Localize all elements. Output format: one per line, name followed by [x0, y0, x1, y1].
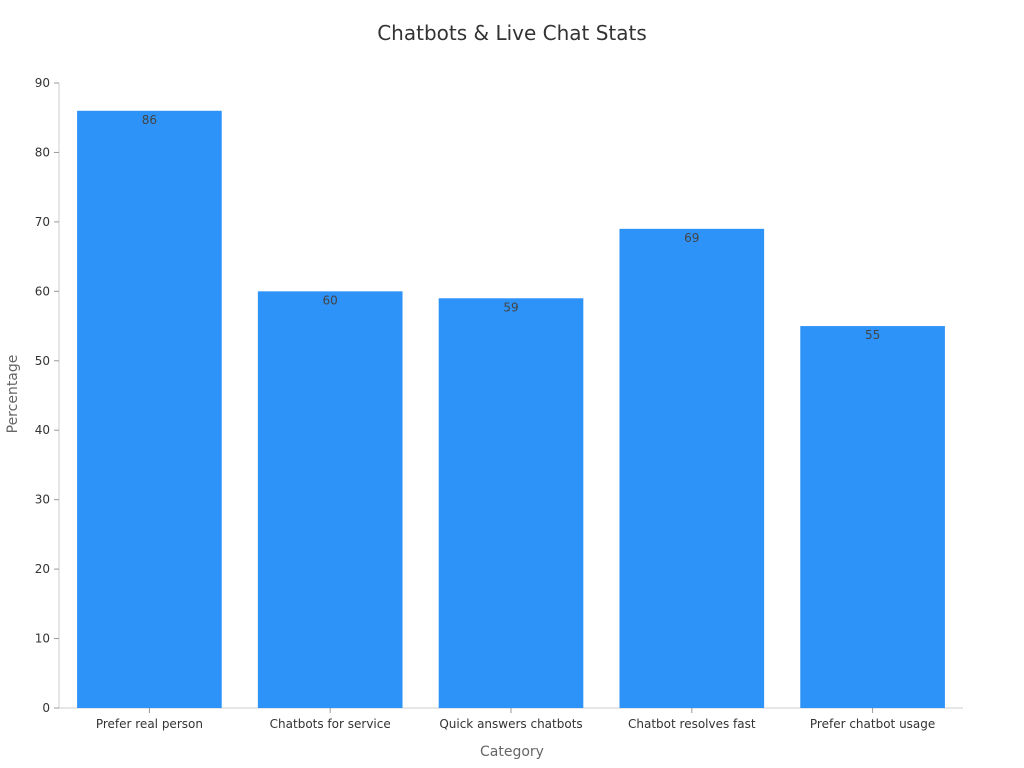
x-tick-label: Prefer real person — [96, 717, 203, 731]
y-tick-label: 70 — [35, 215, 50, 229]
bars-group: 86 60 59 69 55 — [77, 110, 945, 709]
bar-value-label: 69 — [684, 231, 699, 245]
bar — [438, 298, 584, 708]
y-tick-label: 40 — [35, 423, 50, 437]
y-tick-label: 30 — [35, 493, 50, 507]
bar — [800, 326, 945, 708]
bar — [619, 228, 765, 709]
x-tick-label: Prefer chatbot usage — [810, 717, 935, 731]
y-tick-label: 60 — [35, 284, 50, 298]
bar — [77, 110, 222, 709]
x-axis-ticks: Prefer real person Chatbots for service Qu… — [96, 708, 935, 731]
x-tick-label: Chatbots for service — [270, 717, 391, 731]
y-tick-label: 80 — [35, 145, 50, 159]
y-axis-ticks: 0 10 20 30 40 50 60 70 80 90 — [35, 76, 59, 715]
y-tick-label: 20 — [35, 562, 50, 576]
bar-value-label: 59 — [503, 300, 518, 314]
y-tick-label: 90 — [35, 76, 50, 90]
x-tick-label: Chatbot resolves fast — [628, 717, 756, 731]
x-tick-label: Quick answers chatbots — [439, 717, 582, 731]
y-tick-label: 50 — [35, 354, 50, 368]
y-tick-label: 10 — [35, 632, 50, 646]
x-axis-title: Category — [480, 744, 544, 760]
bar — [257, 291, 403, 708]
y-axis-title: Percentage — [5, 355, 21, 434]
chart-title: Chatbots & Live Chat Stats — [377, 21, 647, 45]
bar-value-label: 86 — [142, 113, 157, 127]
bar-value-label: 60 — [323, 293, 338, 307]
bar-value-label: 55 — [865, 328, 880, 342]
y-tick-label: 0 — [42, 701, 50, 715]
